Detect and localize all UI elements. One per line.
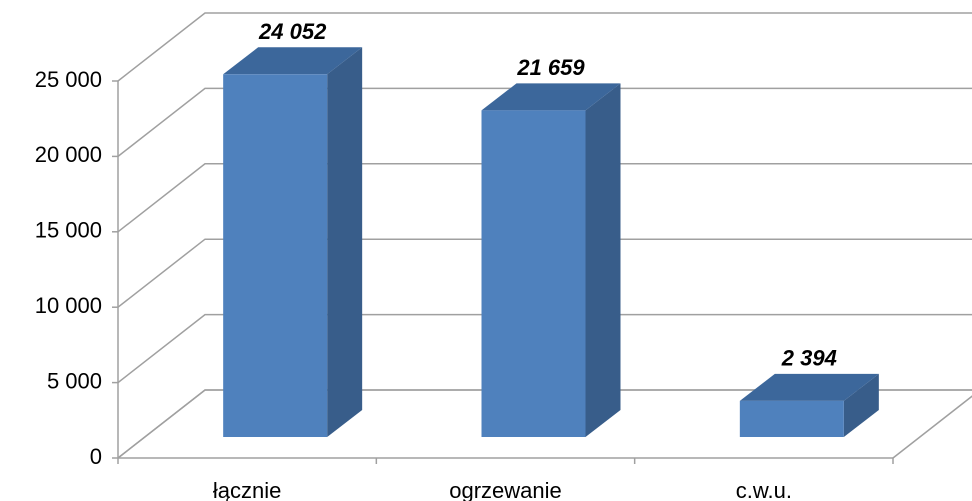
value-label: 24 052 [258,19,327,44]
bar-top [739,373,879,401]
floor-right [892,395,972,459]
bar [481,110,586,438]
y-tick-label: 25 000 [35,67,102,92]
y-tick-label: 0 [90,444,102,469]
y-tick-label: 20 000 [35,142,102,167]
y-tick-label: 15 000 [35,218,102,243]
y-tick-label: 5 000 [47,368,102,393]
x-tick-label: c.w.u. [736,478,792,501]
grid-line [117,313,972,384]
grid-line [117,163,972,233]
value-label: 21 659 [516,55,585,80]
bar-side [327,47,363,438]
bar [739,400,844,437]
y-tick-label: 10 000 [35,293,102,318]
x-tick-label: ogrzewanie [449,478,562,501]
bar [223,74,328,437]
grid-line [117,238,972,308]
grid-line [117,389,972,459]
bar-top [481,83,621,111]
x-tick-label: łącznie [213,478,281,501]
bar-side [843,373,879,437]
grid-line [117,87,972,157]
grid-line [117,12,972,82]
bar-top [223,47,363,75]
bar-side [585,83,621,438]
value-label: 2 394 [781,346,837,371]
